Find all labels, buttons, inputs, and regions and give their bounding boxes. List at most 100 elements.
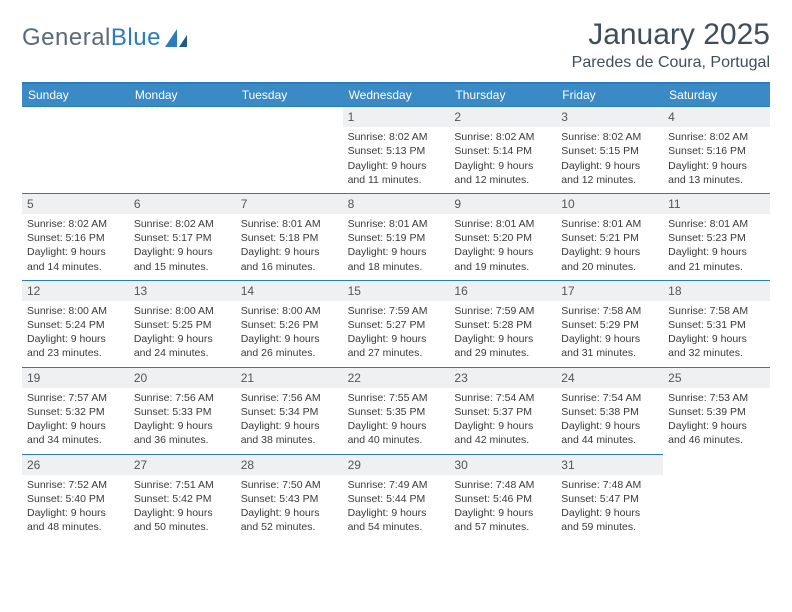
calendar-cell: 12 Sunrise: 8:00 AMSunset: 5:24 PMDayligh… [22, 280, 129, 367]
day-number: 19 [22, 368, 129, 388]
calendar-cell: 6Sunrise: 8:02 AMSunset: 5:17 PMDaylight… [129, 193, 236, 280]
daylight-line: Daylight: 9 hours and 34 minutes. [27, 419, 124, 447]
day-number: 10 [556, 194, 663, 214]
logo-text: GeneralBlue [22, 24, 161, 52]
sunrise-line: Sunrise: 7:48 AM [561, 478, 658, 492]
sunrise-line: Sunrise: 8:00 AM [241, 304, 338, 318]
sunrise-line: Sunrise: 8:01 AM [454, 217, 551, 231]
sunrise-line: Sunrise: 7:49 AM [348, 478, 445, 492]
sunset-line: Sunset: 5:31 PM [668, 318, 765, 332]
sunset-line: Sunset: 5:38 PM [561, 405, 658, 419]
page-title: January 2025 [572, 18, 770, 52]
daylight-line: Daylight: 9 hours and 21 minutes. [668, 245, 765, 273]
calendar-cell: 17Sunrise: 7:58 AMSunset: 5:29 PMDayligh… [556, 280, 663, 367]
sunset-line: Sunset: 5:18 PM [241, 231, 338, 245]
calendar-cell: 2Sunrise: 8:02 AMSunset: 5:14 PMDaylight… [449, 106, 556, 193]
calendar-cell: 21 Sunrise: 7:56 AMSunset: 5:34 PMDayligh… [236, 367, 343, 454]
sunrise-line: Sunrise: 7:58 AM [668, 304, 765, 318]
daylight-line: Daylight: 9 hours and 54 minutes. [348, 506, 445, 534]
calendar-cell: 4Sunrise: 8:02 AMSunset: 5:16 PMDaylight… [663, 106, 770, 193]
sunset-line: Sunset: 5:42 PM [134, 492, 231, 506]
calendar-cell: 22Sunrise: 7:55 AMSunset: 5:35 PMDayligh… [343, 367, 450, 454]
day-number: 31 [556, 455, 663, 475]
logo-part2: Blue [111, 24, 161, 51]
day-number: 21 [236, 368, 343, 388]
daylight-line: Daylight: 9 hours and 31 minutes. [561, 332, 658, 360]
day-number: 20 [129, 368, 236, 388]
sunset-line: Sunset: 5:43 PM [241, 492, 338, 506]
sunrise-line: Sunrise: 8:02 AM [668, 130, 765, 144]
day-number: 3 [556, 107, 663, 127]
day-number: 18 [663, 281, 770, 301]
daylight-line: Daylight: 9 hours and 16 minutes. [241, 245, 338, 273]
day-header: Friday [556, 84, 663, 106]
calendar-cell: 24Sunrise: 7:54 AMSunset: 5:38 PMDayligh… [556, 367, 663, 454]
sunset-line: Sunset: 5:28 PM [454, 318, 551, 332]
calendar-cell: 15Sunrise: 7:59 AMSunset: 5:27 PMDayligh… [343, 280, 450, 367]
sunset-line: Sunset: 5:34 PM [241, 405, 338, 419]
sunrise-line: Sunrise: 8:01 AM [668, 217, 765, 231]
calendar-cell: 19Sunrise: 7:57 AMSunset: 5:32 PMDayligh… [22, 367, 129, 454]
day-number: 22 [343, 368, 450, 388]
day-number: 8 [343, 194, 450, 214]
sunrise-line: Sunrise: 8:00 AM [134, 304, 231, 318]
daylight-line: Daylight: 9 hours and 23 minutes. [27, 332, 124, 360]
daylight-line: Daylight: 9 hours and 36 minutes. [134, 419, 231, 447]
sunset-line: Sunset: 5:44 PM [348, 492, 445, 506]
sunrise-line: Sunrise: 8:00 AM [27, 304, 124, 318]
day-number: 7 [236, 194, 343, 214]
day-header: Tuesday [236, 84, 343, 106]
day-number: 14 [236, 281, 343, 301]
daylight-line: Daylight: 9 hours and 20 minutes. [561, 245, 658, 273]
sunrise-line: Sunrise: 7:59 AM [454, 304, 551, 318]
sunrise-line: Sunrise: 7:54 AM [454, 391, 551, 405]
sunrise-line: Sunrise: 7:53 AM [668, 391, 765, 405]
sunrise-line: Sunrise: 8:01 AM [241, 217, 338, 231]
day-number: 11 [663, 194, 770, 214]
sunrise-line: Sunrise: 8:02 AM [348, 130, 445, 144]
daylight-line: Daylight: 9 hours and 13 minutes. [668, 159, 765, 187]
sunrise-line: Sunrise: 7:52 AM [27, 478, 124, 492]
day-number: 1 [343, 107, 450, 127]
sunrise-line: Sunrise: 7:55 AM [348, 391, 445, 405]
sunset-line: Sunset: 5:26 PM [241, 318, 338, 332]
daylight-line: Daylight: 9 hours and 38 minutes. [241, 419, 338, 447]
daylight-line: Daylight: 9 hours and 32 minutes. [668, 332, 765, 360]
calendar-cell: 25Sunrise: 7:53 AMSunset: 5:39 PMDayligh… [663, 367, 770, 454]
day-number: 4 [663, 107, 770, 127]
calendar-cell: 11Sunrise: 8:01 AMSunset: 5:23 PMDayligh… [663, 193, 770, 280]
sunset-line: Sunset: 5:37 PM [454, 405, 551, 419]
calendar-cell: 27Sunrise: 7:51 AMSunset: 5:42 PMDayligh… [129, 454, 236, 541]
sunrise-line: Sunrise: 7:48 AM [454, 478, 551, 492]
calendar-cell: 14 Sunrise: 8:00 AMSunset: 5:26 PMDayligh… [236, 280, 343, 367]
sunrise-line: Sunrise: 7:56 AM [134, 391, 231, 405]
sunrise-line: Sunrise: 8:01 AM [348, 217, 445, 231]
calendar-cell: 20Sunrise: 7:56 AMSunset: 5:33 PMDayligh… [129, 367, 236, 454]
sunrise-line: Sunrise: 7:56 AM [241, 391, 338, 405]
sunrise-line: Sunrise: 7:51 AM [134, 478, 231, 492]
calendar-cell: 29 Sunrise: 7:49 AMSunset: 5:44 PMDayligh… [343, 454, 450, 541]
daylight-line: Daylight: 9 hours and 26 minutes. [241, 332, 338, 360]
daylight-line: Daylight: 9 hours and 12 minutes. [561, 159, 658, 187]
sunrise-line: Sunrise: 8:01 AM [561, 217, 658, 231]
sunset-line: Sunset: 5:13 PM [348, 144, 445, 158]
daylight-line: Daylight: 9 hours and 29 minutes. [454, 332, 551, 360]
day-number: 28 [236, 455, 343, 475]
day-number: 25 [663, 368, 770, 388]
calendar-cell: 16Sunrise: 7:59 AMSunset: 5:28 PMDayligh… [449, 280, 556, 367]
day-number: 29 [343, 455, 450, 475]
sunset-line: Sunset: 5:27 PM [348, 318, 445, 332]
day-number: 9 [449, 194, 556, 214]
daylight-line: Daylight: 9 hours and 18 minutes. [348, 245, 445, 273]
day-number: 12 [22, 281, 129, 301]
calendar-cell-empty [129, 106, 236, 193]
daylight-line: Daylight: 9 hours and 46 minutes. [668, 419, 765, 447]
daylight-line: Daylight: 9 hours and 15 minutes. [134, 245, 231, 273]
calendar-cell: 3Sunrise: 8:02 AMSunset: 5:15 PMDaylight… [556, 106, 663, 193]
sunset-line: Sunset: 5:46 PM [454, 492, 551, 506]
location-label: Paredes de Coura, Portugal [572, 54, 770, 72]
sunrise-line: Sunrise: 8:02 AM [134, 217, 231, 231]
day-number: 23 [449, 368, 556, 388]
sunset-line: Sunset: 5:24 PM [27, 318, 124, 332]
calendar-cell: 13Sunrise: 8:00 AMSunset: 5:25 PMDayligh… [129, 280, 236, 367]
